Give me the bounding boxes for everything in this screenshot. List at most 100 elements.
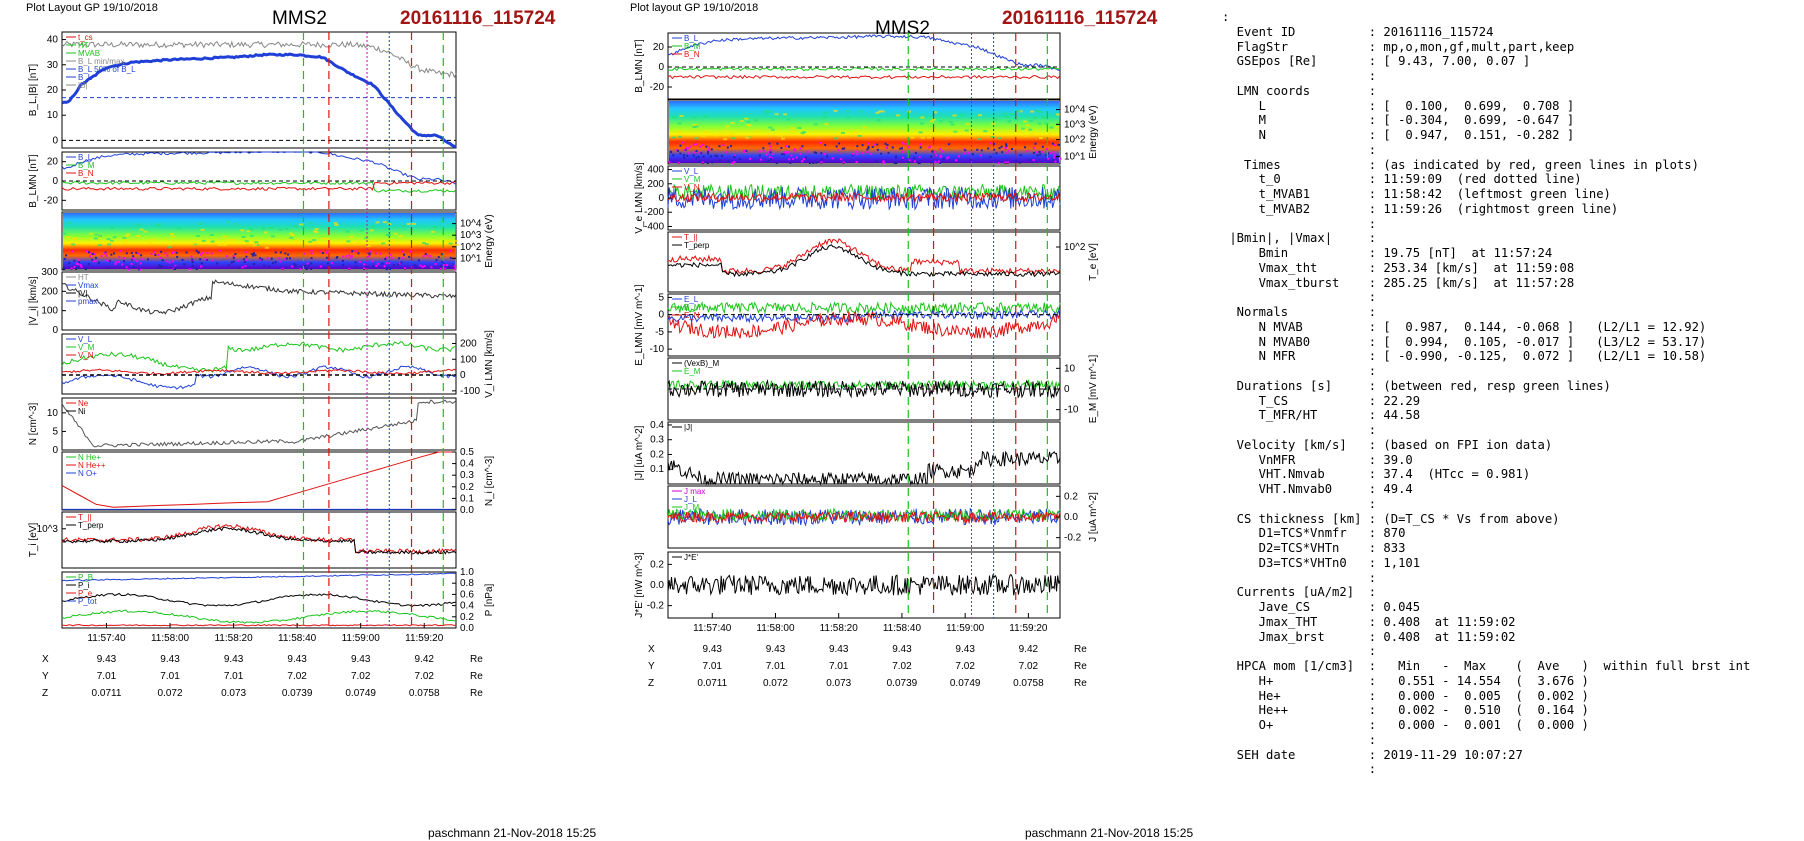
spectrogram-pixel <box>980 149 983 152</box>
spectrogram-pixel <box>799 147 802 150</box>
spectrogram-pixel <box>222 243 227 246</box>
spectrogram-pixel <box>702 155 705 158</box>
coord-value: 7.02 <box>1019 661 1039 672</box>
spectrogram-pixel <box>947 134 952 137</box>
spectrogram-pixel <box>675 148 678 151</box>
spectrogram-pixel <box>210 252 213 255</box>
spectrogram-pixel <box>790 154 793 157</box>
spectrogram-pixel <box>867 142 870 145</box>
spectrogram-pixel <box>695 149 698 152</box>
spectrogram-pixel <box>698 151 701 154</box>
y-tick-label: 200 <box>41 286 58 297</box>
spectrogram-pixel <box>91 243 96 246</box>
spectrogram-pixel <box>110 253 113 256</box>
spectrogram-pixel <box>931 150 934 153</box>
spectrogram-pixel <box>91 258 94 261</box>
spectrogram-pixel <box>743 151 746 154</box>
spectrogram-pixel <box>823 111 828 114</box>
spectrogram-pixel <box>122 236 127 239</box>
spectrogram-pixel <box>225 255 228 258</box>
y-tick-label: 0.2 <box>650 559 664 570</box>
y-tick-label: 0 <box>658 193 664 204</box>
spectrogram-pixel <box>392 264 395 267</box>
spectrogram-pixel <box>1023 146 1026 149</box>
spectrogram-pixel <box>443 267 446 270</box>
spectrogram-pixel <box>758 150 761 153</box>
spectrogram-pixel <box>72 238 77 241</box>
spectrogram-pixel <box>686 154 689 157</box>
spectrogram-pixel <box>114 263 117 266</box>
spectrogram-pixel <box>249 228 254 231</box>
spectrogram-pixel <box>743 149 746 152</box>
spectrogram-pixel <box>677 131 682 134</box>
spectrogram-pixel <box>770 157 773 160</box>
spectrogram-pixel <box>244 251 247 254</box>
event-title-mid: 20161116_115724 <box>1002 8 1158 29</box>
spectrogram-pixel <box>232 255 235 258</box>
spectrogram-pixel <box>840 158 843 161</box>
coord-value: 9.43 <box>955 644 975 655</box>
spectrogram-pixel <box>672 154 675 157</box>
spectrogram-pixel <box>856 153 859 156</box>
spectrogram-pixel <box>679 152 682 155</box>
spectrogram-pixel <box>84 267 87 270</box>
spectrogram-pixel <box>139 228 144 231</box>
spectrogram-pixel <box>733 154 736 157</box>
footer-left: paschmann 21-Nov-2018 15:25 <box>428 826 597 840</box>
spectrogram-pixel <box>63 267 66 270</box>
spectrogram-pixel <box>107 243 112 246</box>
spectrogram-pixel <box>768 142 771 145</box>
spectrogram-pixel <box>441 260 444 263</box>
coord-value: 7.01 <box>97 671 117 682</box>
spectrogram-pixel <box>185 251 188 254</box>
legend-entry: E_M <box>684 367 701 376</box>
info-line: FlagStr : mp,o,mon,gf,mult,part,keep <box>1222 39 1575 54</box>
spectrogram-pixel <box>284 228 289 231</box>
info-line: D1=TCS*Vnmfr : 870 <box>1222 526 1406 541</box>
spectrogram-pixel <box>314 231 319 234</box>
series-NHe-pp <box>61 451 456 508</box>
spectrogram-pixel <box>72 237 77 240</box>
y-tick-label: 300 <box>41 267 58 278</box>
legend-entry: Vmax <box>78 281 98 290</box>
spectrogram-pixel <box>1029 133 1034 136</box>
y-tick-label: 10^4 <box>460 219 482 230</box>
spectrogram-pixel <box>677 122 682 125</box>
coord-axis-label: X <box>42 654 49 665</box>
mid-plot-stack: 200-20B_LMN [nT]B_LB_MB_N10^410^310^210^… <box>634 32 1099 689</box>
spectrogram-pixel <box>946 157 949 160</box>
spectrogram-pixel <box>1026 150 1029 153</box>
spectrogram-pixel <box>124 235 129 238</box>
y-tick-label: -100 <box>460 386 480 397</box>
spectrogram-pixel <box>719 159 722 162</box>
spectrogram-pixel <box>259 257 262 260</box>
spectrogram-pixel <box>702 115 707 118</box>
legend-entry: B_L <box>684 34 699 43</box>
info-line: Bmin : 19.75 [nT] at 11:57:24 <box>1222 246 1553 260</box>
spectrogram-pixel <box>1037 122 1042 125</box>
legend-entry: MVAB <box>78 49 100 58</box>
spectrogram-pixel <box>400 250 403 253</box>
coord-value: 0.073 <box>221 688 246 699</box>
spectrogram-pixel <box>308 240 313 243</box>
info-line: Velocity [km/s] : (based on FPI ion data… <box>1222 437 1553 452</box>
y-axis-label: T_i [eV] <box>28 523 39 558</box>
info-line: Jave_CS : 0.045 <box>1222 600 1421 614</box>
y-tick-label: 1.0 <box>460 567 474 578</box>
spectrogram-pixel <box>792 157 795 160</box>
spectrogram-pixel <box>435 259 438 262</box>
info-line: T_MFR/HT : 44.58 <box>1222 408 1421 423</box>
spectrogram-pixel <box>363 267 366 270</box>
spectrogram-pixel <box>883 162 886 165</box>
y-tick-label: 100 <box>460 354 477 365</box>
spectrogram-pixel <box>755 130 760 133</box>
spectrogram-pixel <box>291 265 294 268</box>
spectrogram-pixel <box>136 235 141 238</box>
spectrogram-pixel <box>171 235 176 238</box>
spectrogram-pixel <box>990 136 995 139</box>
x-tick-label: 11:58:20 <box>820 623 859 634</box>
spectrogram-pixel <box>918 131 923 134</box>
spectrogram-pixel <box>856 145 859 148</box>
spectrogram-pixel <box>375 264 378 267</box>
spectrogram-pixel <box>920 116 925 119</box>
